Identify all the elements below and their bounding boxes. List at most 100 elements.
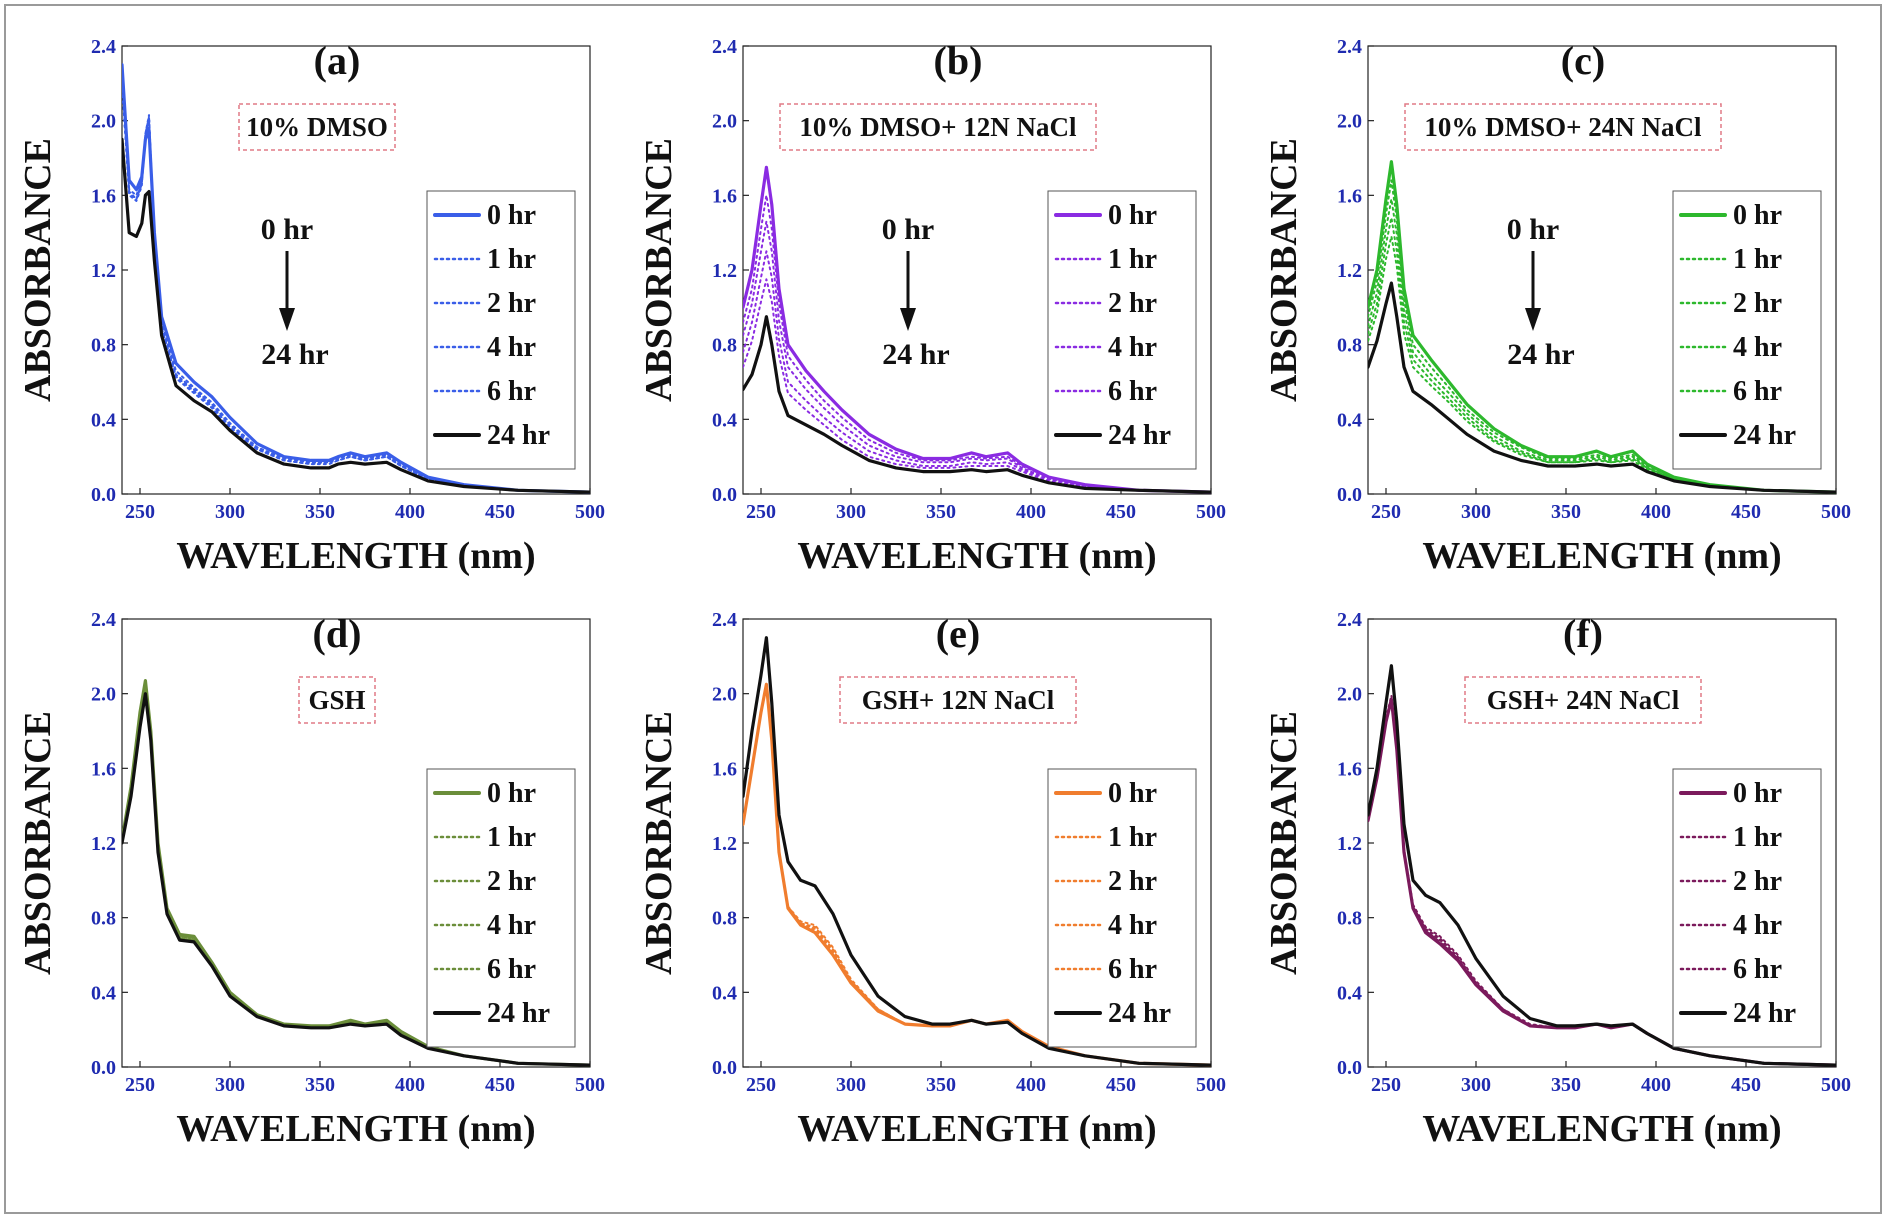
legend-label: 2 hr	[1733, 288, 1782, 319]
legend: 0 hr 1 hr 2 hr 4 hr 6 hr 24 hr	[1047, 190, 1197, 470]
series-line-24-hr	[1368, 281, 1836, 494]
y-tick-label: 0.8	[1337, 335, 1362, 357]
legend-label: 2 hr	[1108, 288, 1157, 319]
x-tick-label: 450	[1106, 501, 1136, 523]
legend-label: 1 hr	[1733, 822, 1782, 853]
legend: 0 hr 1 hr 2 hr 4 hr 6 hr 24 hr	[1047, 768, 1197, 1048]
y-tick-label: 1.2	[91, 260, 116, 282]
x-tick-label: 300	[1461, 1074, 1491, 1096]
series-group	[1368, 664, 1836, 1067]
y-tick-label: 2.0	[712, 111, 737, 133]
condition-label: GSH+ 12N NaCl	[862, 685, 1055, 715]
y-axis-label: ABSORBANCE	[638, 711, 680, 975]
y-tick-label: 1.2	[712, 833, 737, 855]
legend-label: 24 hr	[487, 420, 550, 451]
legend-label: 1 hr	[1108, 822, 1157, 853]
y-tick-label: 1.2	[91, 833, 116, 855]
x-tick-label: 500	[1821, 501, 1851, 523]
series-line-2-hr	[743, 220, 1211, 494]
y-tick-label: 1.2	[1337, 833, 1362, 855]
legend-box	[1047, 768, 1197, 1048]
y-tick-label: 1.2	[712, 260, 737, 282]
series-line-2-hr	[122, 82, 590, 494]
series-group	[743, 636, 1211, 1067]
panel-b: 0.0 0.4 0.8 1.2 1.6 2.0 2.4 250 300 350 400 450 500 W…	[638, 36, 1226, 577]
x-tick-label: 450	[1106, 1074, 1136, 1096]
legend-label: 4 hr	[1733, 332, 1782, 363]
x-tick-label: 450	[1731, 501, 1761, 523]
legend-label: 1 hr	[1733, 244, 1782, 275]
legend-box	[426, 768, 576, 1048]
x-tick-label: 350	[1551, 1074, 1581, 1096]
legend-label: 0 hr	[487, 778, 536, 809]
y-axis-label: ABSORBANCE	[17, 138, 59, 402]
y-tick-label: 0.0	[1337, 1057, 1362, 1079]
arrow-start-label: 0 hr	[261, 213, 314, 246]
x-tick-label: 400	[1016, 501, 1046, 523]
x-axis-label: WAVELENGTH (nm)	[1422, 535, 1781, 577]
panel-e: 0.0 0.4 0.8 1.2 1.6 2.0 2.4 250 300 350 400 450 500 W…	[638, 609, 1226, 1150]
x-axis-label: WAVELENGTH (nm)	[176, 1108, 535, 1150]
legend: 0 hr 1 hr 2 hr 4 hr 6 hr 24 hr	[1672, 190, 1822, 470]
series-line-6-hr	[1368, 235, 1836, 494]
y-tick-label: 1.6	[712, 758, 737, 780]
legend-label: 6 hr	[1733, 954, 1782, 985]
legend-box	[1672, 190, 1822, 470]
x-axis-label: WAVELENGTH (nm)	[1422, 1108, 1781, 1150]
legend-label: 6 hr	[1733, 376, 1782, 407]
y-tick-label: 2.4	[91, 609, 116, 631]
y-tick-label: 2.4	[712, 609, 737, 631]
condition-label: 10% DMSO+ 12N NaCl	[799, 112, 1077, 142]
x-tick-label: 500	[1196, 501, 1226, 523]
condition-box	[298, 676, 376, 724]
figure-frame	[4, 4, 1882, 1214]
y-axis-label: ABSORBANCE	[1263, 711, 1305, 975]
series-line-24-hr	[1368, 664, 1836, 1067]
legend-label: 6 hr	[487, 954, 536, 985]
x-tick-label: 350	[926, 1074, 956, 1096]
legend-label: 4 hr	[1733, 910, 1782, 941]
series-line-1-hr	[743, 194, 1211, 494]
y-tick-label: 0.8	[712, 908, 737, 930]
arrow-end-label: 24 hr	[882, 338, 950, 371]
x-axis-label: WAVELENGTH (nm)	[797, 535, 1156, 577]
legend-label: 24 hr	[1108, 420, 1171, 451]
legend-label: 6 hr	[487, 376, 536, 407]
arrow-end-label: 24 hr	[261, 338, 329, 371]
x-axis-label: WAVELENGTH (nm)	[176, 535, 535, 577]
panel-title: (a)	[314, 38, 361, 83]
legend-label: 0 hr	[487, 200, 536, 231]
y-tick-label: 2.4	[91, 36, 116, 58]
legend: 0 hr 1 hr 2 hr 4 hr 6 hr 24 hr	[426, 768, 576, 1048]
arrow-end-label: 24 hr	[1507, 338, 1575, 371]
y-axis-label: ABSORBANCE	[638, 138, 680, 402]
y-tick-label: 0.0	[712, 484, 737, 506]
legend: 0 hr 1 hr 2 hr 4 hr 6 hr 24 hr	[426, 190, 576, 470]
condition-box	[238, 103, 396, 151]
y-tick-label: 0.8	[1337, 908, 1362, 930]
legend-label: 6 hr	[1108, 376, 1157, 407]
legend-label: 0 hr	[1733, 778, 1782, 809]
panel-a: 0.0 0.4 0.8 1.2 1.6 2.0 2.4 250 300 350 400 450 500 W…	[17, 36, 605, 577]
y-tick-label: 2.0	[712, 684, 737, 706]
y-tick-label: 2.0	[1337, 111, 1362, 133]
series-line-6-hr	[743, 278, 1211, 494]
x-tick-label: 250	[746, 1074, 776, 1096]
legend-label: 2 hr	[1108, 866, 1157, 897]
x-tick-label: 300	[836, 501, 866, 523]
panel-c: 0.0 0.4 0.8 1.2 1.6 2.0 2.4 250 300 350 400 450 500 W…	[1263, 36, 1851, 577]
x-tick-label: 400	[1016, 1074, 1046, 1096]
x-tick-label: 350	[926, 501, 956, 523]
legend-label: 24 hr	[1733, 998, 1796, 1029]
legend-box	[1047, 190, 1197, 470]
legend-label: 24 hr	[1108, 998, 1171, 1029]
legend-label: 2 hr	[487, 866, 536, 897]
y-tick-label: 2.0	[91, 684, 116, 706]
condition-label: GSH+ 24N NaCl	[1487, 685, 1680, 715]
legend-label: 4 hr	[1108, 910, 1157, 941]
y-tick-label: 2.4	[1337, 609, 1362, 631]
arrow-start-label: 0 hr	[882, 213, 935, 246]
x-tick-label: 300	[1461, 501, 1491, 523]
legend: 0 hr 1 hr 2 hr 4 hr 6 hr 24 hr	[1672, 768, 1822, 1048]
x-tick-label: 450	[485, 501, 515, 523]
